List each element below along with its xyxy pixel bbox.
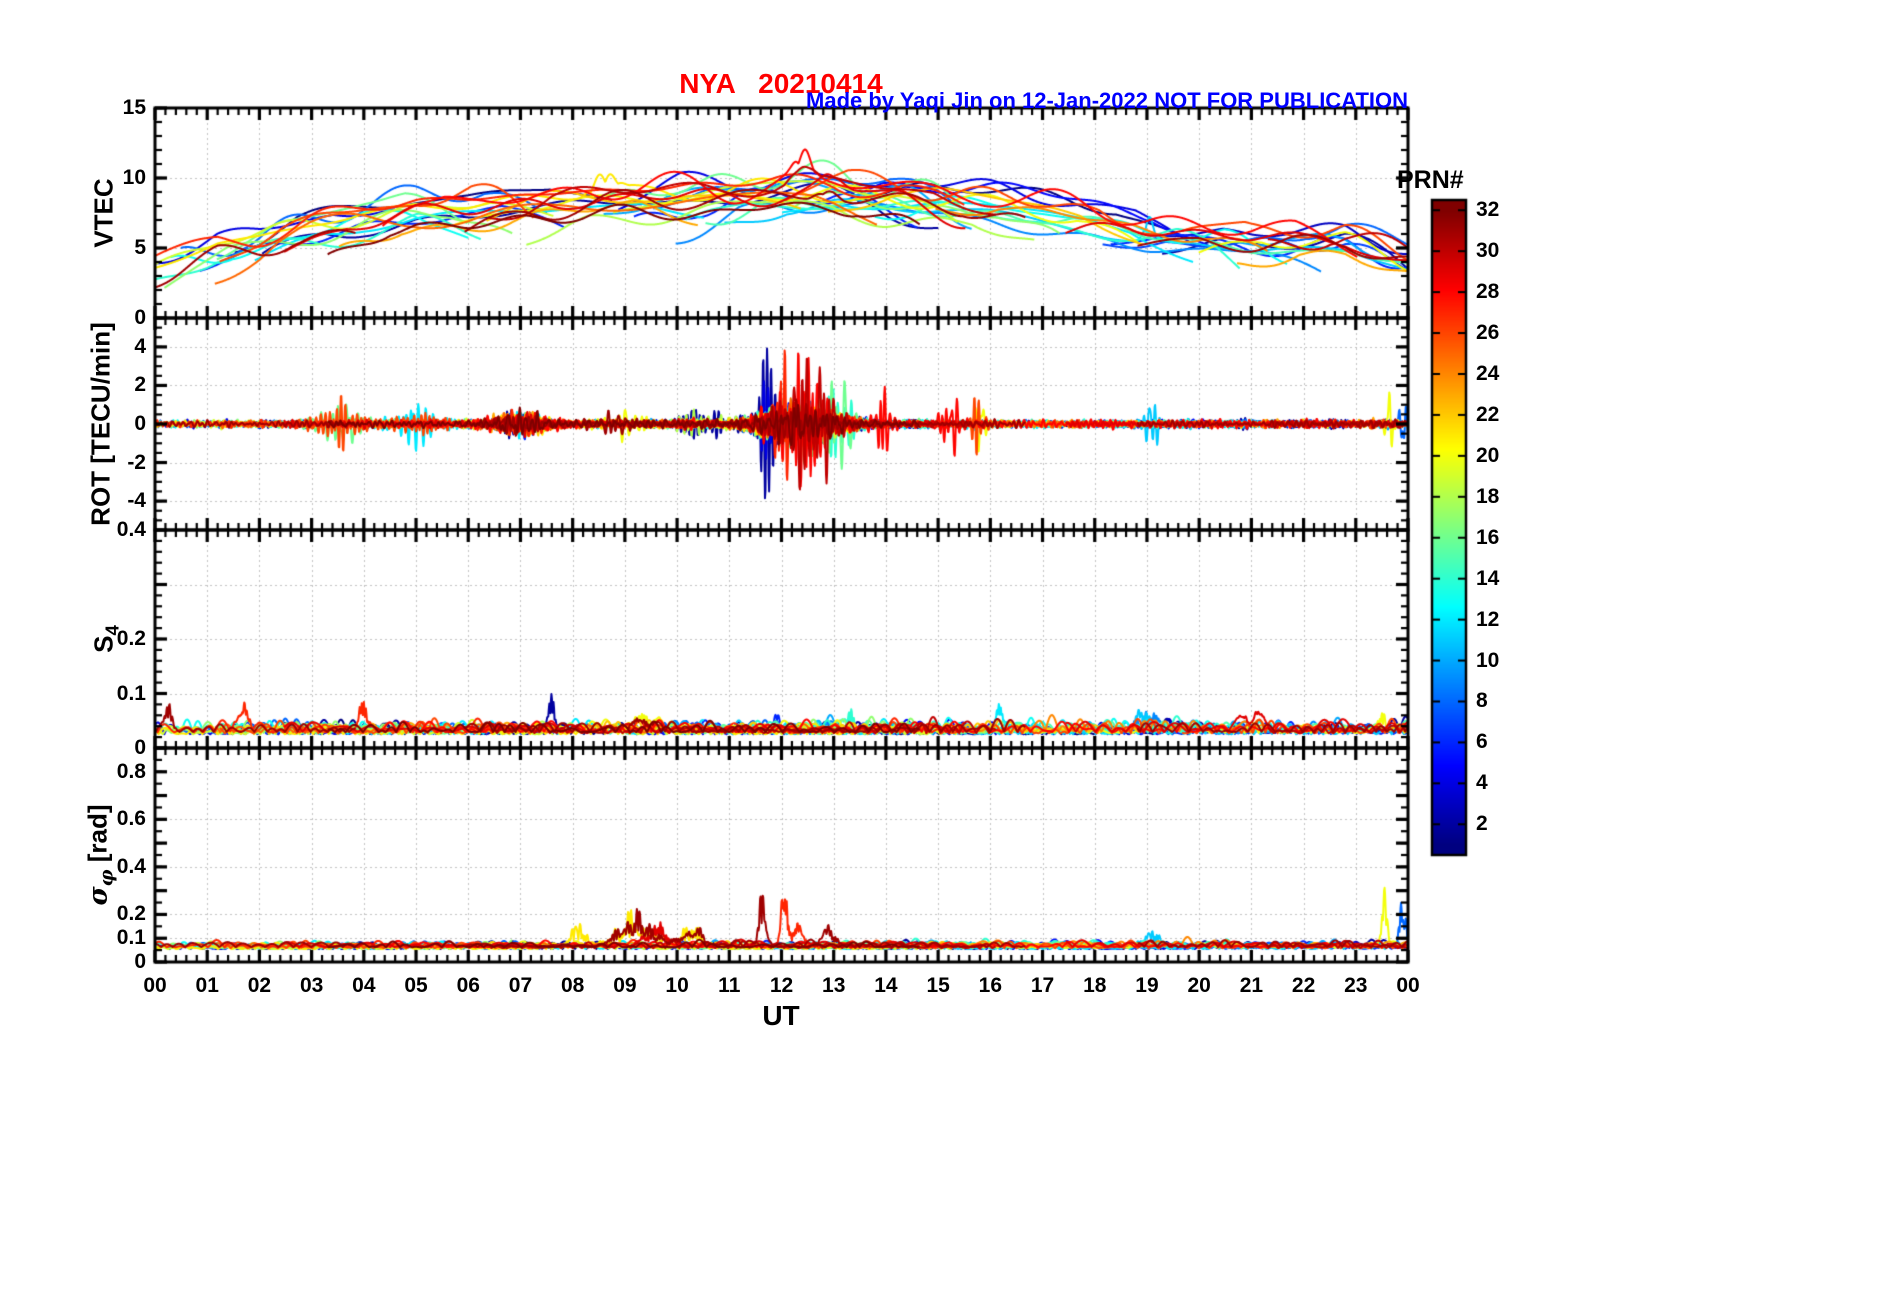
chart-canvas bbox=[0, 0, 1902, 1292]
scintillation-figure: NYA 20210414 Made by Yaqi Jin on 12-Jan-… bbox=[0, 0, 1902, 1292]
